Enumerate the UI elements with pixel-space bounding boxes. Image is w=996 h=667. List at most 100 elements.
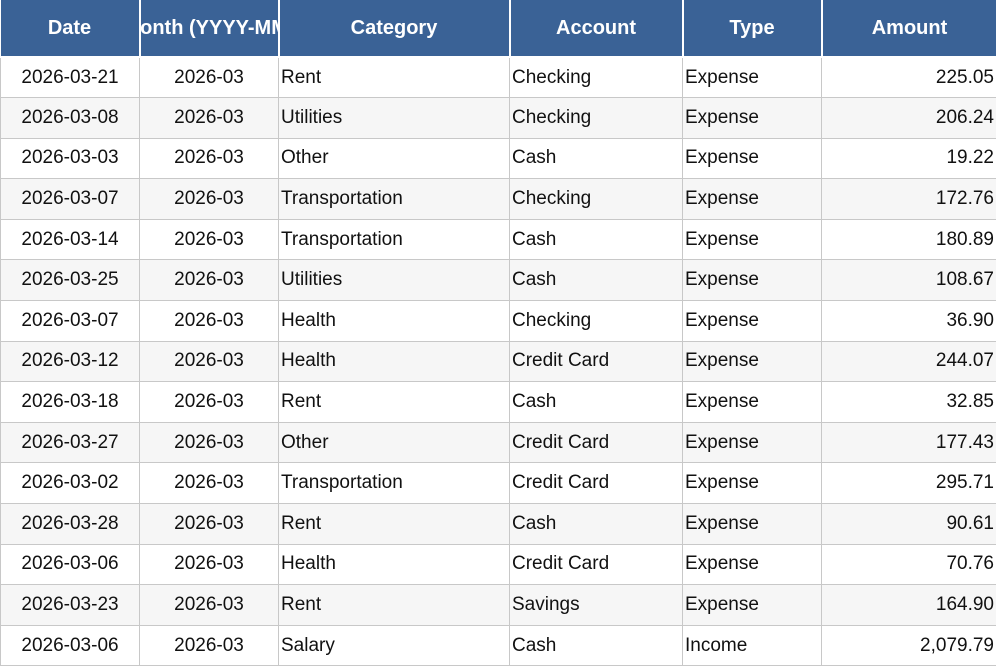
column-header: Type (682, 0, 823, 58)
table-cell: Other (278, 421, 510, 464)
table-cell: 244.07 (821, 340, 996, 383)
column-header: Account (509, 0, 684, 58)
table-cell: Expense (682, 137, 822, 180)
table-cell: Expense (682, 218, 822, 261)
table-cell: Expense (682, 543, 822, 586)
table-row: 2026-03-07 2026-03 Health Checking Expense 36… (0, 300, 996, 342)
table-cell: 19.22 (821, 137, 996, 180)
header-row: DateMonth (YYYY-MM)CategoryAccountTypeAm… (0, 0, 996, 58)
table-cell: 2026-03 (139, 178, 279, 220)
table-cell: 2026-03-07 (0, 178, 140, 220)
table-cell: 177.43 (821, 421, 996, 464)
table-row: 2026-03-14 2026-03 Transportation Cash Expen… (0, 218, 996, 261)
table-cell: 36.90 (821, 300, 996, 342)
table-cell: 180.89 (821, 218, 996, 261)
table-cell: 2026-03-18 (0, 381, 140, 423)
table-cell: Expense (682, 97, 822, 139)
table-row: 2026-03-27 2026-03 Other Credit Card Expense… (0, 421, 996, 464)
table-cell: 108.67 (821, 259, 996, 302)
table-cell: Transportation (278, 218, 510, 261)
table-cell: 2026-03 (139, 421, 279, 464)
table-cell: Cash (509, 503, 683, 545)
table-cell: Expense (682, 462, 822, 505)
table-cell: 2026-03 (139, 340, 279, 383)
table-cell: Utilities (278, 259, 510, 302)
table-cell: 2026-03 (139, 97, 279, 139)
table-cell: Rent (278, 503, 510, 545)
table-cell: 2026-03 (139, 218, 279, 261)
table-cell: 2026-03-12 (0, 340, 140, 383)
table-cell: Credit Card (509, 340, 683, 383)
table-row: 2026-03-12 2026-03 Health Credit Card Expens… (0, 340, 996, 383)
table-row: 2026-03-23 2026-03 Rent Savings Expense 164.9… (0, 584, 996, 626)
table-cell: Credit Card (509, 462, 683, 505)
table-cell: Cash (509, 381, 683, 423)
table-cell: 90.61 (821, 503, 996, 545)
table-cell: 2026-03 (139, 624, 279, 667)
table-cell: Credit Card (509, 421, 683, 464)
table-row: 2026-03-08 2026-03 Utilities Checking Expens… (0, 97, 996, 139)
table-cell: Health (278, 340, 510, 383)
table-row: 2026-03-03 2026-03 Other Cash Expense 19.22 (0, 137, 996, 180)
table-cell: Cash (509, 218, 683, 261)
table-cell: 164.90 (821, 584, 996, 626)
table-cell: 2026-03-07 (0, 300, 140, 342)
table-cell: 2026-03-14 (0, 218, 140, 261)
table-cell: 295.71 (821, 462, 996, 505)
table-cell: Checking (509, 300, 683, 342)
table-cell: Checking (509, 56, 683, 99)
table-cell: Utilities (278, 97, 510, 139)
table-cell: Expense (682, 503, 822, 545)
table-cell: 2026-03 (139, 300, 279, 342)
table-cell: 2026-03 (139, 462, 279, 505)
table-header: DateMonth (YYYY-MM)CategoryAccountTypeAm… (0, 0, 996, 58)
column-header: Category (278, 0, 511, 58)
table-cell: Health (278, 300, 510, 342)
table-cell: 2026-03 (139, 543, 279, 586)
table-cell: Transportation (278, 462, 510, 505)
table-cell: 2026-03-06 (0, 624, 140, 667)
table-cell: 32.85 (821, 381, 996, 423)
table-cell: Transportation (278, 178, 510, 220)
column-header: Month (YYYY-MM) (139, 0, 280, 58)
column-header-text: Month (YYYY-MM) (140, 16, 277, 39)
table-row: 2026-03-06 2026-03 Salary Cash Income 2,079.7… (0, 624, 996, 667)
table-row: 2026-03-28 2026-03 Rent Cash Expense 90.61 (0, 503, 996, 545)
table-cell: 2026-03-06 (0, 543, 140, 586)
table-cell: Expense (682, 259, 822, 302)
table-cell: Cash (509, 259, 683, 302)
table-row: 2026-03-18 2026-03 Rent Cash Expense 32.85 (0, 381, 996, 423)
table-row: 2026-03-06 2026-03 Health Credit Card Expens… (0, 543, 996, 586)
table-cell: Expense (682, 300, 822, 342)
table-cell: 2026-03 (139, 503, 279, 545)
table-cell: Rent (278, 584, 510, 626)
table-cell: Savings (509, 584, 683, 626)
table-cell: Expense (682, 381, 822, 423)
table-cell: 2,079.79 (821, 624, 996, 667)
table-cell: 2026-03-23 (0, 584, 140, 626)
table-cell: Expense (682, 56, 822, 99)
table-row: 2026-03-25 2026-03 Utilities Cash Expense 108… (0, 259, 996, 302)
table-cell: 2026-03-08 (0, 97, 140, 139)
table-cell: 2026-03 (139, 259, 279, 302)
table-cell: 2026-03 (139, 584, 279, 626)
table-cell: 2026-03-27 (0, 421, 140, 464)
table-cell: Income (682, 624, 822, 667)
table-cell: Expense (682, 340, 822, 383)
column-header: Date (0, 0, 141, 58)
table-cell: 2026-03 (139, 381, 279, 423)
table-cell: Checking (509, 178, 683, 220)
table-cell: 206.24 (821, 97, 996, 139)
table-cell: 2026-03 (139, 137, 279, 180)
table-cell: 2026-03-21 (0, 56, 140, 99)
table-cell: 2026-03-03 (0, 137, 140, 180)
table-cell: Other (278, 137, 510, 180)
table-cell: 70.76 (821, 543, 996, 586)
column-header: Amount (821, 0, 996, 58)
table-cell: Credit Card (509, 543, 683, 586)
table-cell: Cash (509, 624, 683, 667)
table-cell: Health (278, 543, 510, 586)
table-cell: Salary (278, 624, 510, 667)
